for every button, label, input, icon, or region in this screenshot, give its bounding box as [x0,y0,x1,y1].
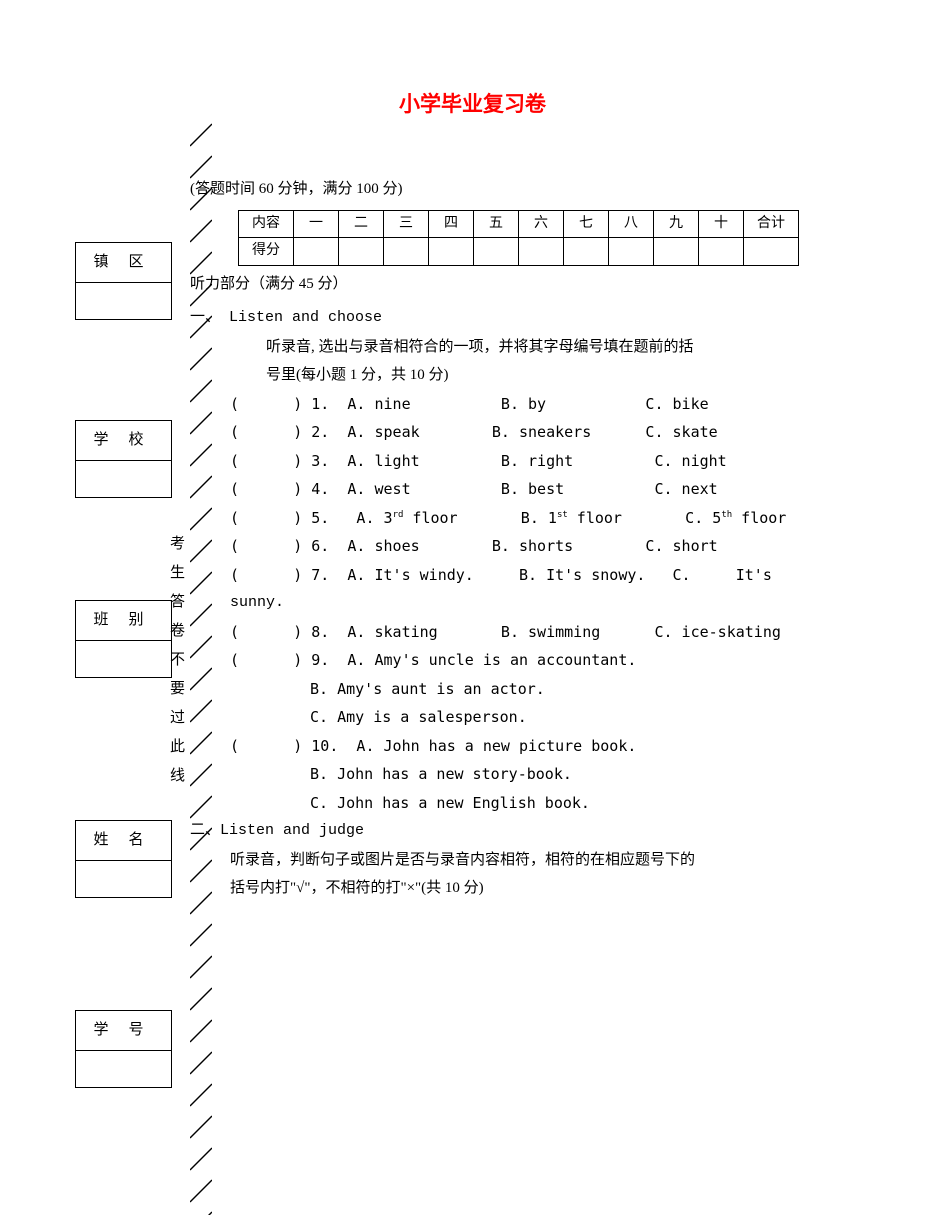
q5-part: floor C. 5 [568,509,722,527]
score-header: 五 [474,210,519,238]
sidebar-blank[interactable] [76,861,171,897]
sidebar-box-class: 班别 [75,600,172,678]
question-7b: sunny. [230,589,890,618]
sidebar-vertical-text: 考生答卷不要过此线 [172,535,190,796]
section1-heading: 一、 Listen and choose [190,304,890,333]
sidebar-blank[interactable] [76,461,171,497]
score-table: 内容 一 二 三 四 五 六 七 八 九 十 合计 得分 [238,210,799,266]
question-4: ( ) 4. A. west B. best C. next [230,475,890,504]
score-label: 得分 [239,238,294,266]
sidebar-label: 学校 [76,421,171,461]
sidebar-label: 学号 [76,1011,171,1051]
sidebar-label: 姓名 [76,821,171,861]
sidebar-box-school: 学校 [75,420,172,498]
sidebar-blank[interactable] [76,1051,171,1087]
section1-instr1: 听录音, 选出与录音相符合的一项，并将其字母编号填在题前的括 [266,333,890,362]
q5-part: floor B. 1 [403,509,557,527]
sidebar-label: 镇区 [76,243,171,283]
score-cell[interactable] [744,238,799,266]
score-header: 四 [429,210,474,238]
section2-heading: 二、Listen and judge [190,817,890,846]
question-9: ( ) 9. A. Amy's uncle is an accountant. [230,646,890,675]
score-cell[interactable] [609,238,654,266]
score-cell[interactable] [339,238,384,266]
question-9b: B. Amy's aunt is an actor. [310,675,890,704]
score-cell[interactable] [294,238,339,266]
score-cell[interactable] [564,238,609,266]
question-10c: C. John has a new English book. [310,789,890,818]
score-header: 合计 [744,210,799,238]
score-cell[interactable] [519,238,564,266]
score-cell[interactable] [384,238,429,266]
sidebar-box-number: 学号 [75,1010,172,1088]
sidebar-blank[interactable] [76,283,171,319]
sidebar-box-name: 姓名 [75,820,172,898]
question-1: ( ) 1. A. nine B. by C. bike [230,390,890,419]
question-9c: C. Amy is a salesperson. [310,703,890,732]
ordinal-sup: st [557,510,568,520]
score-header: 一 [294,210,339,238]
score-header: 七 [564,210,609,238]
question-8: ( ) 8. A. skating B. swimming C. ice-ska… [230,618,890,647]
sidebar-blank[interactable] [76,641,171,677]
score-header: 内容 [239,210,294,238]
timing-note: (答题时间 60 分钟，满分 100 分) [190,175,890,204]
section1-instr2: 号里(每小题 1 分，共 10 分) [266,361,890,390]
question-10: ( ) 10. A. John has a new picture book. [230,732,890,761]
table-row: 内容 一 二 三 四 五 六 七 八 九 十 合计 [239,210,799,238]
question-6: ( ) 6. A. shoes B. shorts C. short [230,532,890,561]
q5-part: floor [732,509,786,527]
score-header: 十 [699,210,744,238]
score-header: 三 [384,210,429,238]
question-7: ( ) 7. A. It's windy. B. It's snowy. C. … [230,561,890,590]
section2-instr2: 括号内打"√"，不相符的打"×"(共 10 分) [230,874,890,903]
q5-part: ( ) 5. A. 3 [230,509,393,527]
question-10b: B. John has a new story-book. [310,760,890,789]
sidebar-box-district: 镇区 [75,242,172,320]
score-cell[interactable] [429,238,474,266]
listening-header: 听力部分（满分 45 分） [190,270,890,299]
score-header: 六 [519,210,564,238]
score-header: 八 [609,210,654,238]
score-cell[interactable] [474,238,519,266]
question-3: ( ) 3. A. light B. right C. night [230,447,890,476]
table-row: 得分 [239,238,799,266]
ordinal-sup: rd [393,510,404,520]
question-2: ( ) 2. A. speak B. sneakers C. skate [230,418,890,447]
sidebar-label: 班别 [76,601,171,641]
main-content: (答题时间 60 分钟，满分 100 分) 内容 一 二 三 四 五 六 七 八… [190,175,890,903]
question-5: ( ) 5. A. 3rd floor B. 1st floor C. 5th … [230,504,890,533]
page-title: 小学毕业复习卷 [0,85,945,125]
score-cell[interactable] [699,238,744,266]
score-cell[interactable] [654,238,699,266]
section2-instr1: 听录音，判断句子或图片是否与录音内容相符，相符的在相应题号下的 [230,846,890,875]
score-header: 二 [339,210,384,238]
ordinal-sup: th [721,510,732,520]
score-header: 九 [654,210,699,238]
